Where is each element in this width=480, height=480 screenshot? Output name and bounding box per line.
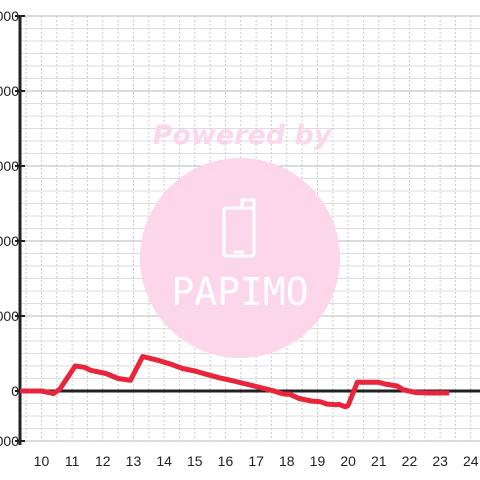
x-tick-label: 21 — [371, 453, 387, 469]
series-line — [20, 354, 450, 410]
y-tick-labels: -20,000 0 30,000 60,000 90,000 120,000 150,000 — [0, 8, 19, 449]
y-tick-label: 150,000 — [0, 8, 19, 24]
watermark-brand: PAPIMO — [171, 270, 308, 314]
x-tick-label: 20 — [340, 453, 356, 469]
x-tick-label: 14 — [156, 453, 172, 469]
y-tick-label: 0 — [11, 383, 19, 399]
y-tick-label: 90,000 — [0, 158, 19, 174]
x-tick-label: 18 — [279, 453, 295, 469]
x-tick-label: 13 — [126, 453, 142, 469]
x-tick-label: 19 — [310, 453, 326, 469]
y-tick-label: 30,000 — [0, 308, 19, 324]
x-tick-label: 15 — [187, 453, 203, 469]
x-tick-label: 11 — [65, 453, 80, 469]
x-tick-labels: 10 11 12 13 14 15 16 17 18 19 20 21 22 23 24 — [34, 453, 479, 469]
series-layer — [20, 354, 450, 410]
y-tick-label: -20,000 — [0, 433, 19, 449]
x-tick-label: 10 — [34, 453, 50, 469]
phone-icon — [222, 198, 256, 258]
watermark-headline: Powered by — [153, 120, 333, 151]
y-tick-label: 60,000 — [0, 233, 19, 249]
powered-by-papimo-watermark: Powered by PAPIMO — [140, 120, 340, 358]
x-tick-label: 17 — [248, 453, 264, 469]
y-tick-label: 120,000 — [0, 83, 19, 99]
x-tick-label: 12 — [95, 453, 111, 469]
x-tick-label: 22 — [402, 453, 418, 469]
watermark-circle — [140, 158, 340, 358]
x-tick-label: 23 — [432, 453, 448, 469]
x-tick-label: 24 — [463, 453, 479, 469]
x-tick-label: 16 — [218, 453, 234, 469]
